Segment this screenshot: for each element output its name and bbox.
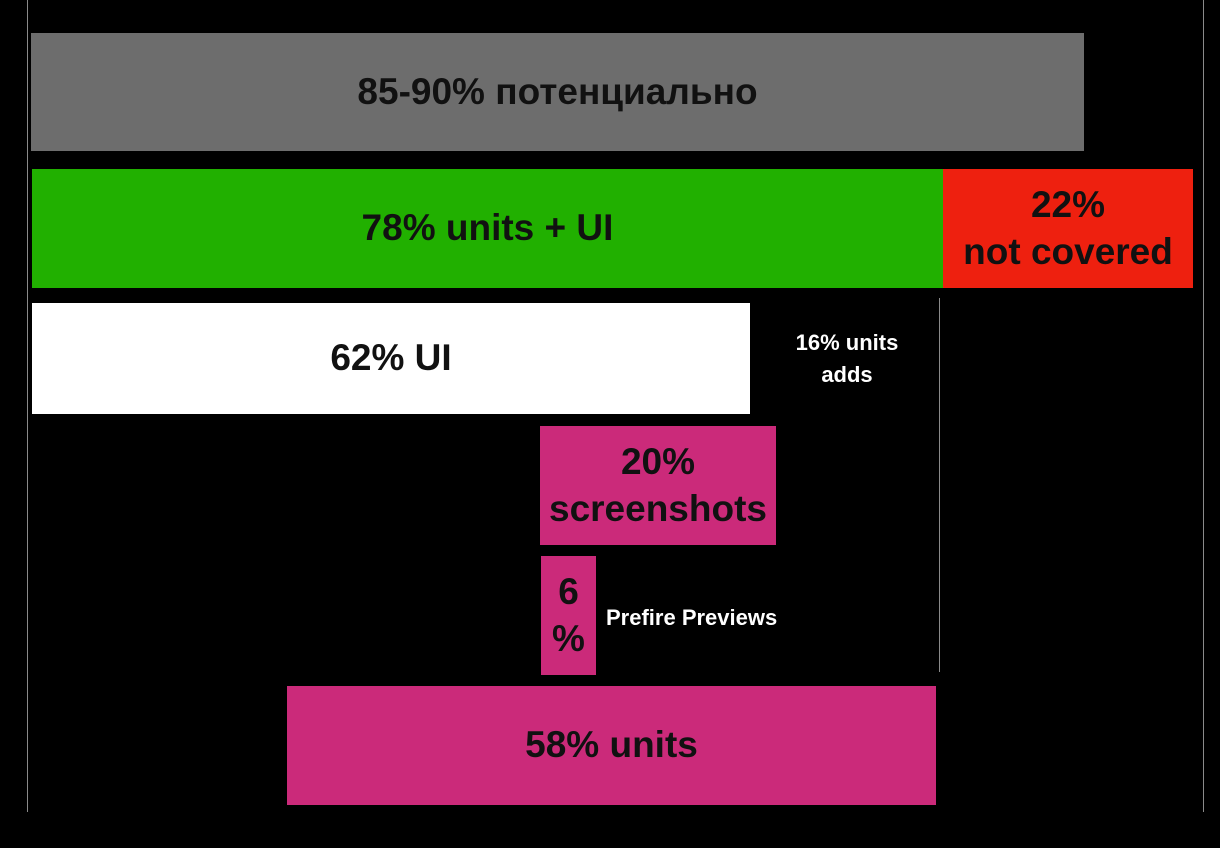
units-ui-coverage-label: 78% units + UI [361,207,614,249]
not-covered-bar: 22% not covered [943,169,1193,288]
right-boundary-line [1203,0,1204,812]
prefire-coverage-label: 6 % [552,571,585,659]
coverage-divider-line [939,298,940,672]
left-boundary-line [27,0,28,812]
units-coverage-bar: 58% units [287,686,936,805]
screenshots-coverage-label: 20% screenshots [549,441,767,529]
potential-coverage-bar: 85-90% потенциально [31,33,1084,151]
ui-coverage-bar: 62% UI [32,303,750,414]
units-ui-coverage-bar: 78% units + UI [32,169,943,288]
screenshots-coverage-bar: 20% screenshots [540,426,776,545]
units-coverage-label: 58% units [525,724,698,766]
prefire-coverage-bar: 6 % [541,556,596,675]
potential-coverage-label: 85-90% потенциально [357,70,758,112]
ui-coverage-label: 62% UI [330,337,452,379]
units-adds-note: 16% units adds [795,330,899,387]
not-covered-label: 22% not covered [963,184,1173,272]
prefire-previews-note: Prefire Previews [606,605,778,630]
